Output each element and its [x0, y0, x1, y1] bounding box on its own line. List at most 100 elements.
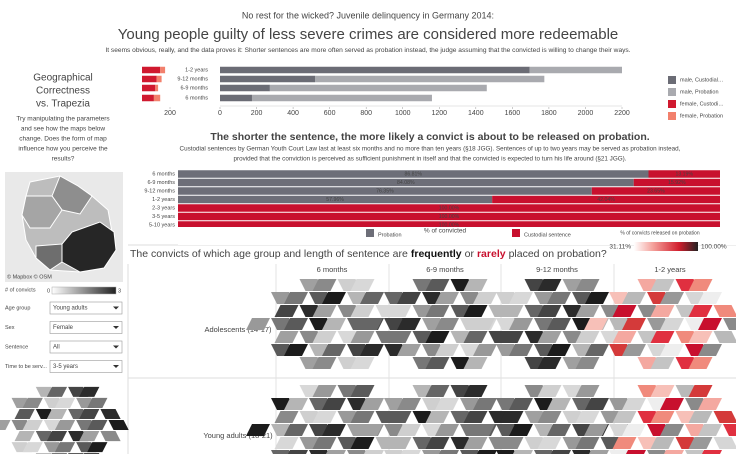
tile [435, 424, 459, 436]
x-tick-label: 200 [164, 110, 176, 117]
tile [435, 344, 459, 356]
x-tick-label: 800 [360, 110, 372, 117]
tile [425, 279, 450, 291]
tile [575, 411, 600, 423]
value-label: 23.65% [647, 189, 665, 195]
category-label: 6-9 months [180, 85, 208, 91]
row-header: Adolescents (14-17) [204, 325, 272, 334]
tile [585, 344, 609, 356]
bar-segment [178, 195, 493, 204]
filter-label: Sex [5, 325, 15, 331]
row-header: Young adults (18-21) [203, 431, 273, 440]
tile [22, 397, 43, 408]
x-tick-label: 200 [251, 110, 263, 117]
sidebar-heading: Correctness [36, 86, 90, 97]
tile [284, 292, 308, 304]
tile [660, 398, 684, 410]
dropdown-box [49, 360, 123, 373]
tile [585, 292, 609, 304]
tile [650, 305, 675, 317]
tile [660, 292, 684, 304]
bar-segment [315, 75, 545, 83]
dropdown-arrow [113, 345, 119, 349]
tile [572, 450, 592, 454]
filter-dropdown[interactable]: Female [49, 321, 123, 334]
tile [387, 411, 412, 423]
tile [575, 305, 600, 317]
chart-subtitle: provided that the conviction is perceive… [234, 156, 627, 163]
sidebar-text: influence how you perceive the [18, 146, 108, 153]
tile [425, 357, 450, 369]
tile [688, 279, 713, 291]
scale-max: 3 [118, 288, 121, 294]
tile [688, 357, 713, 369]
tile [660, 318, 684, 330]
tile [713, 437, 736, 449]
column-header: 1-2 years [654, 265, 686, 274]
tile [350, 331, 375, 343]
filter-dropdown[interactable]: All [49, 340, 123, 354]
column-header: 6-9 months [426, 265, 464, 274]
x-tick-label: 1200 [431, 110, 447, 117]
bar-segment [160, 66, 166, 74]
map [5, 172, 123, 282]
tile [312, 385, 337, 397]
dropdown-value: Female [53, 325, 74, 331]
tile [575, 279, 600, 291]
tile [100, 431, 121, 442]
tile [589, 450, 609, 454]
tile [698, 344, 722, 356]
sidebar-text: change. Does the form of map [19, 136, 107, 143]
tile [79, 408, 100, 419]
x-tick-label: 2000 [578, 110, 594, 117]
color-legend-max: 100.00% [701, 244, 727, 251]
tile [723, 318, 736, 330]
tile [435, 292, 459, 304]
tile [312, 437, 337, 449]
tile [473, 398, 497, 410]
sidebar-heading: vs. Trapezia [36, 99, 90, 110]
tile [650, 437, 675, 449]
category-label: 6 months [185, 95, 208, 101]
tile [54, 420, 76, 431]
tile [499, 437, 524, 449]
value-label: 76.35% [376, 189, 394, 195]
category-label: 1-2 years [152, 197, 175, 203]
tile [688, 331, 713, 343]
chart-title: The shorter the sentence, the more likel… [210, 131, 649, 143]
question-part: frequently [411, 248, 462, 260]
sidebar-heading: Geographical [33, 73, 92, 84]
bar-segment [648, 170, 720, 178]
bar-segment [142, 66, 161, 74]
tile [534, 450, 554, 454]
bar-segment [178, 178, 634, 187]
tile [537, 385, 562, 397]
tile [387, 437, 412, 449]
tile [274, 437, 299, 449]
tile [575, 437, 600, 449]
tile [537, 357, 562, 369]
bar-segment [220, 75, 316, 83]
tile [46, 386, 68, 397]
tile [350, 385, 375, 397]
tile [650, 411, 675, 423]
x-tick-label: 1400 [468, 110, 484, 117]
tile [584, 318, 608, 330]
tile [401, 450, 421, 454]
column-header: 9-12 months [536, 265, 578, 274]
tile [463, 357, 488, 369]
tile [660, 424, 684, 436]
scale-title: # of convicts [5, 287, 36, 293]
tile [612, 437, 637, 449]
tile [509, 318, 533, 330]
filter-dropdown[interactable]: Young adults [49, 301, 123, 315]
category-label: 3-5 years [152, 214, 175, 220]
tile [537, 331, 562, 343]
question-part: rarely [477, 248, 506, 260]
filter-dropdown[interactable]: 3-5 years [49, 360, 123, 373]
tile [698, 292, 722, 304]
legend-label: female, Probation [680, 113, 723, 119]
tile [509, 292, 533, 304]
tile [312, 305, 337, 317]
tile [463, 437, 488, 449]
